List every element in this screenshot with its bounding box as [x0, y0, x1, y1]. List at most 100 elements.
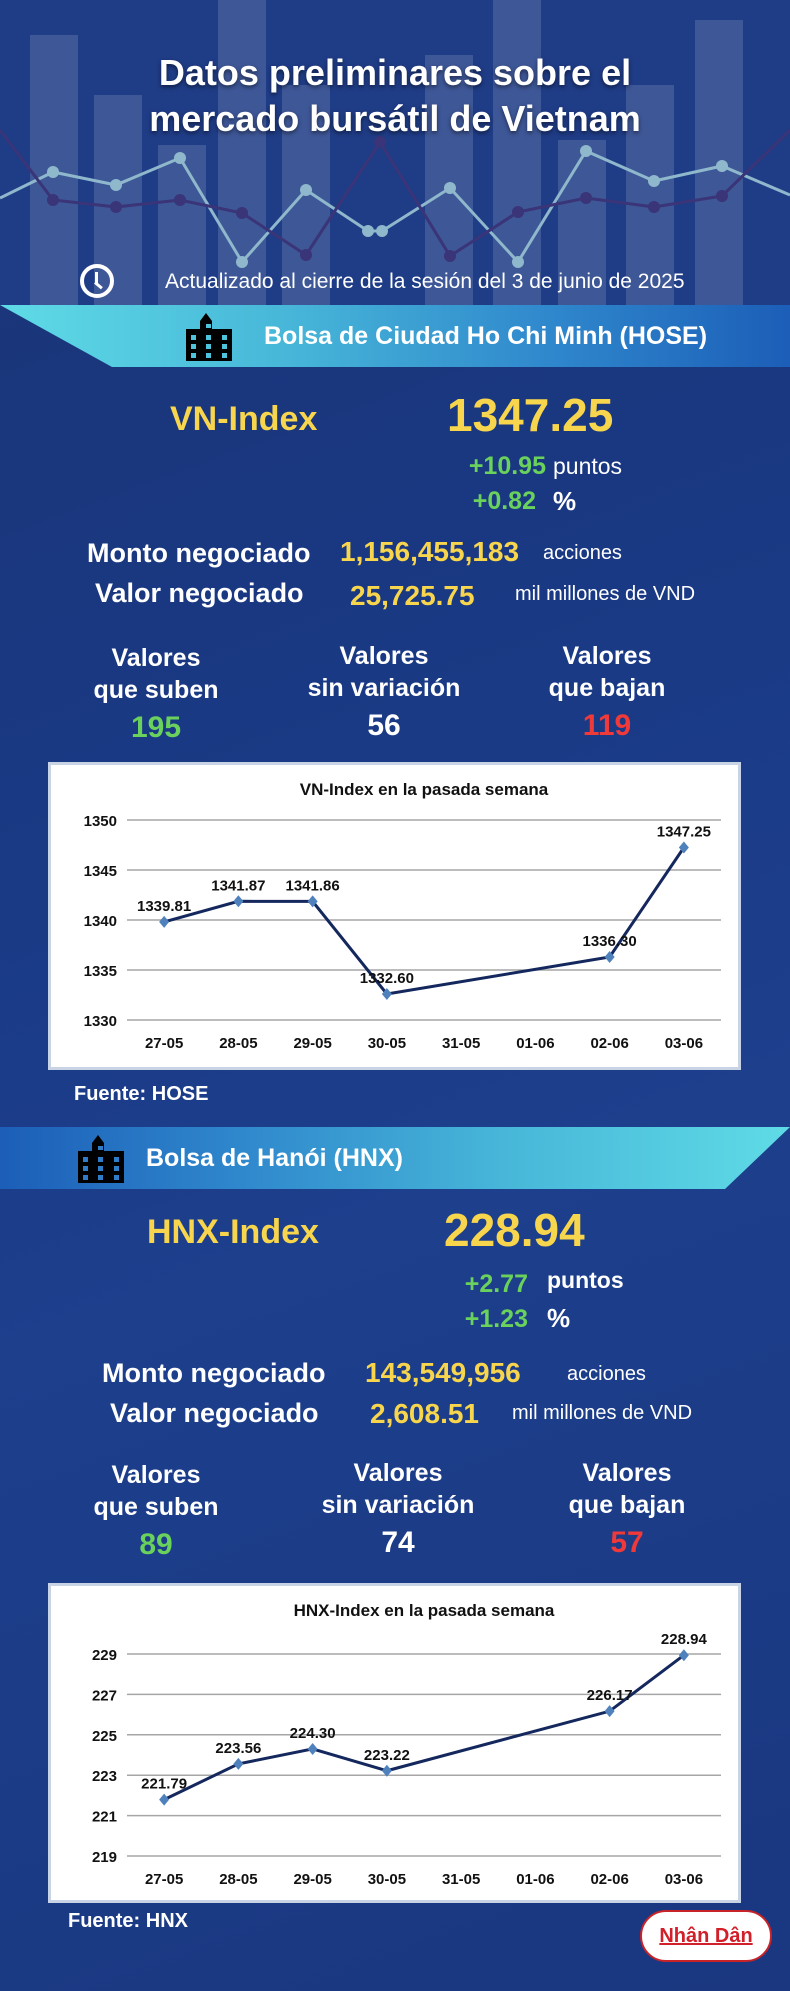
svg-text:223: 223	[92, 1768, 117, 1785]
hnx-points-unit: puntos	[547, 1267, 624, 1293]
hose-volume-label: Monto negociado	[87, 538, 311, 568]
hose-volume-value: 1,156,455,183	[340, 536, 520, 567]
hnx-value-unit: mil millones de VND	[512, 1402, 693, 1424]
hose-volume-unit: acciones	[543, 542, 622, 564]
decor-bar	[158, 145, 206, 305]
svg-text:1332.60: 1332.60	[360, 970, 414, 987]
svg-text:01-06: 01-06	[516, 1035, 554, 1052]
stat-label: Valores	[111, 644, 201, 672]
hnx-pct-unit: %	[547, 1303, 571, 1333]
hnx-change-pct: +1.23	[464, 1305, 528, 1333]
hose-down-count: 119	[582, 709, 632, 742]
decor-bar	[425, 55, 473, 305]
svg-text:1350: 1350	[84, 813, 117, 830]
hnx-stat-down: Valores que bajan 57	[527, 1457, 727, 1559]
hose-flat-count: 56	[367, 709, 401, 742]
decor-bar	[558, 140, 606, 305]
hnx-volume-label: Monto negociado	[102, 1358, 326, 1388]
hnx-index-label: HNX-Index	[147, 1213, 319, 1251]
svg-text:27-05: 27-05	[145, 1035, 183, 1052]
svg-text:224.30: 224.30	[290, 1725, 336, 1742]
hnx-value-label: Valor negociado	[110, 1398, 319, 1428]
svg-text:1341.87: 1341.87	[211, 877, 265, 894]
svg-text:HNX-Index en la pasada semana: HNX-Index en la pasada semana	[294, 1601, 555, 1620]
hnx-up-count: 89	[139, 1528, 173, 1561]
svg-text:29-05: 29-05	[293, 1035, 331, 1052]
vn-points-unit: puntos	[553, 453, 623, 479]
stat-label: Valores	[111, 1461, 201, 1489]
hnx-flat-count: 74	[381, 1526, 415, 1559]
stat-label: que suben	[93, 676, 219, 704]
svg-text:29-05: 29-05	[293, 1871, 331, 1888]
decor-bar	[218, 0, 266, 305]
hero-banner: Datos preliminares sobre el mercado burs…	[0, 0, 790, 305]
svg-text:221: 221	[92, 1809, 117, 1826]
updated-timestamp: Actualizado al cierre de la sesión del 3…	[165, 270, 685, 293]
vn-index-label: VN-Index	[170, 400, 318, 438]
hnx-stat-flat: Valores sin variación 74	[298, 1457, 498, 1559]
hose-section-header	[0, 305, 790, 367]
vn-change-points: +10.95	[468, 452, 546, 480]
title-line-1: Datos preliminares sobre el	[158, 52, 632, 93]
hnx-section-header	[0, 1127, 790, 1189]
vn-index-chart-svg: VN-Index en la pasada semana 1350 1345 1340…	[84, 780, 721, 1052]
svg-text:225: 225	[92, 1728, 117, 1745]
title-line-2: mercado bursátil de Vietnam	[149, 98, 641, 139]
svg-text:228.94: 228.94	[661, 1631, 708, 1648]
vn-index-chart: VN-Index en la pasada semana 1350 1345 1340…	[48, 762, 741, 1070]
page-title: Datos preliminares sobre el mercado burs…	[0, 50, 790, 142]
hnx-index-chart: HNX-Index en la pasada semana 229 227 225 22…	[48, 1583, 741, 1903]
building-icon	[186, 313, 232, 361]
svg-text:28-05: 28-05	[219, 1035, 257, 1052]
svg-text:219: 219	[92, 1849, 117, 1866]
hnx-title: Bolsa de Hanói (HNX)	[146, 1144, 403, 1172]
hose-value-label: Valor negociado	[95, 578, 304, 608]
decor-bar	[493, 0, 541, 305]
hnx-index-value: 228.94	[444, 1204, 585, 1256]
svg-text:223.56: 223.56	[215, 1740, 261, 1757]
hose-value-value: 25,725.75	[350, 580, 475, 611]
svg-text:31-05: 31-05	[442, 1035, 480, 1052]
stat-label: Valores	[339, 642, 429, 670]
stat-label: sin variación	[307, 674, 461, 702]
decor-bar	[626, 85, 674, 305]
svg-text:1345: 1345	[84, 863, 117, 880]
building-icon	[78, 1135, 124, 1183]
hnx-stat-up: Valores que suben 89	[56, 1459, 256, 1561]
stat-label: Valores	[562, 642, 652, 670]
svg-text:227: 227	[92, 1687, 117, 1704]
svg-text:31-05: 31-05	[442, 1871, 480, 1888]
stat-label: sin variación	[321, 1491, 475, 1519]
stat-label: Valores	[353, 1459, 443, 1487]
hose-stat-down: Valores que bajan 119	[507, 640, 707, 742]
svg-text:27-05: 27-05	[145, 1871, 183, 1888]
svg-text:1347.25: 1347.25	[657, 824, 711, 841]
hnx-volume-value: 143,549,956	[365, 1357, 521, 1388]
stat-label: Valores	[582, 1459, 672, 1487]
hose-up-count: 195	[130, 711, 182, 744]
hnx-value-value: 2,608.51	[370, 1398, 479, 1429]
svg-text:1339.81: 1339.81	[137, 898, 191, 915]
svg-text:30-05: 30-05	[368, 1871, 406, 1888]
svg-text:03-06: 03-06	[665, 1871, 703, 1888]
svg-text:1335: 1335	[84, 963, 117, 980]
decor-lines	[0, 128, 790, 268]
hose-stat-flat: Valores sin variación 56	[284, 640, 484, 742]
hose-value-unit: mil millones de VND	[515, 583, 696, 605]
hnx-source: Fuente: HNX	[68, 1910, 188, 1932]
hnx-volume-unit: acciones	[567, 1363, 646, 1385]
clock-icon	[80, 264, 114, 298]
svg-text:1336.30: 1336.30	[583, 933, 637, 950]
svg-text:226.17: 226.17	[587, 1687, 633, 1704]
stat-label: que suben	[93, 1493, 219, 1521]
vn-index-value: 1347.25	[447, 389, 614, 441]
svg-text:1341.86: 1341.86	[286, 877, 340, 894]
svg-text:221.79: 221.79	[141, 1776, 187, 1793]
hnx-change-points: +2.77	[464, 1270, 528, 1298]
hnx-index-chart-svg: HNX-Index en la pasada semana 229 227 225 22…	[92, 1601, 721, 1888]
stat-label: que bajan	[548, 674, 666, 702]
hnx-down-count: 57	[610, 1526, 644, 1559]
svg-text:02-06: 02-06	[590, 1871, 628, 1888]
hose-title: Bolsa de Ciudad Ho Chi Minh (HOSE)	[264, 322, 708, 350]
vn-change-pct: +0.82	[472, 487, 536, 515]
